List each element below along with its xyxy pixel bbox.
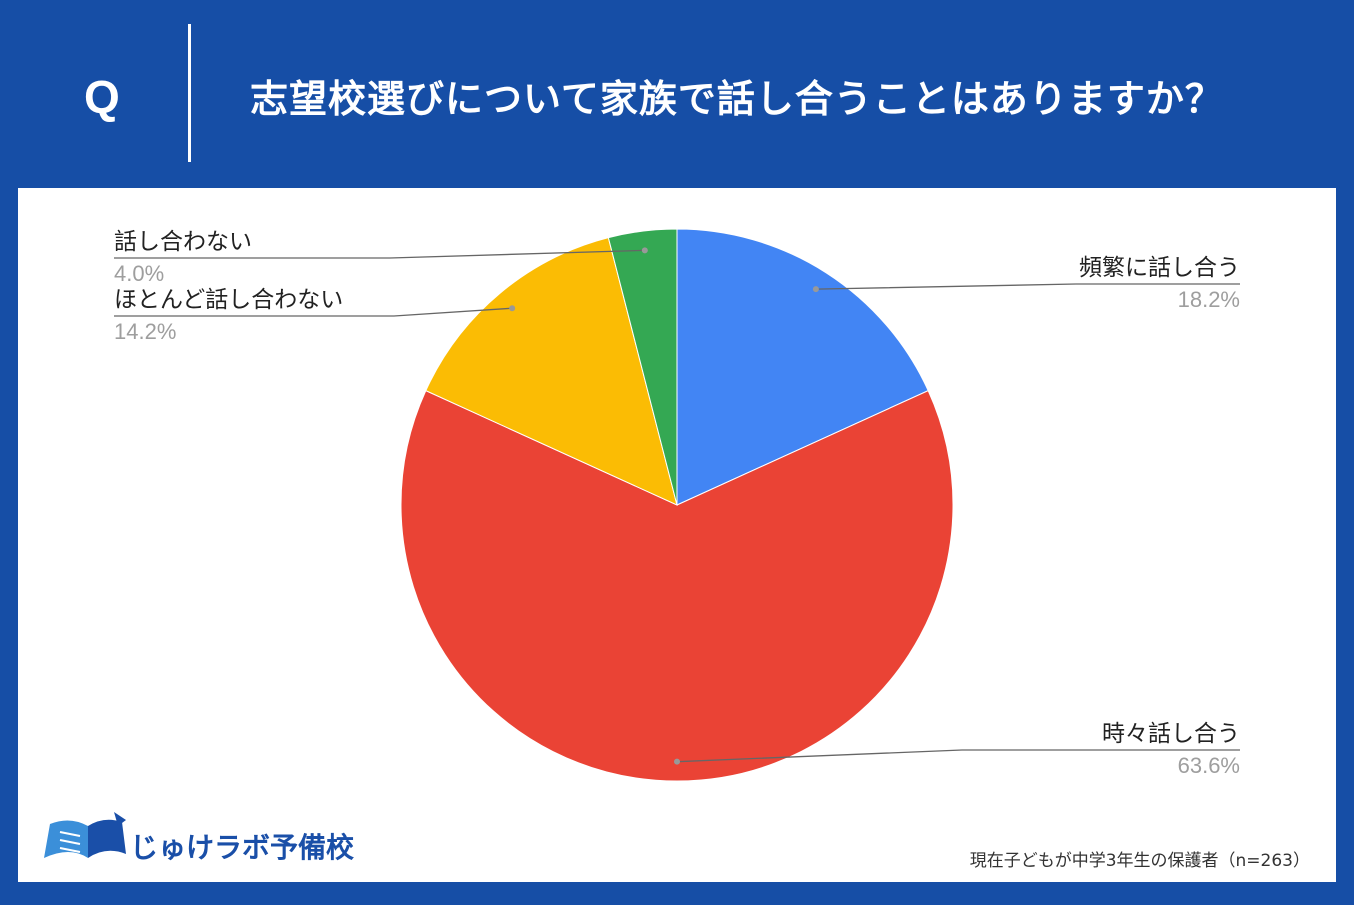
leader-line (815, 283, 1240, 290)
leader-line (114, 249, 645, 259)
chart-panel: 頻繁に話し合う 18.2% 時々話し合う 63.6% ほとんど話し合わない 14… (18, 188, 1336, 882)
leader-dot (509, 305, 516, 312)
label-never: 話し合わない (114, 229, 252, 255)
leader-line (114, 307, 513, 317)
q-mark: Q (84, 71, 120, 123)
label-frequently: 頻繁に話し合う (1079, 255, 1240, 281)
leader-dot (674, 758, 680, 765)
leader-dot (812, 286, 819, 293)
label-rarely: ほとんど話し合わない (114, 287, 344, 313)
pie-slice (425, 237, 678, 506)
logo-text: じゅけラボ予備校 (130, 831, 355, 864)
pie-slice (676, 228, 929, 506)
book-icon (44, 812, 126, 858)
label-sometimes: 時々話し合う (1102, 721, 1240, 747)
pct-frequently: 18.2% (1177, 287, 1240, 312)
pie-chart (114, 228, 1240, 782)
pct-never: 4.0% (114, 261, 165, 286)
header-divider (188, 24, 191, 162)
question-title: 志望校選びについて家族で話し合うことはありますか？ (250, 77, 1224, 121)
pct-rarely: 14.2% (114, 319, 177, 344)
footnote: 現在子どもが中学3年生の保護者（n=263） (969, 851, 1310, 871)
leader-dot (641, 247, 648, 254)
juke-lab-logo (44, 812, 126, 858)
pie-slice (607, 228, 678, 506)
pct-sometimes: 63.6% (1177, 753, 1240, 778)
header: Q 志望校選びについて家族で話し合うことはありますか？ (0, 0, 1354, 188)
pie-slice (400, 389, 954, 782)
leader-line (676, 749, 1240, 763)
